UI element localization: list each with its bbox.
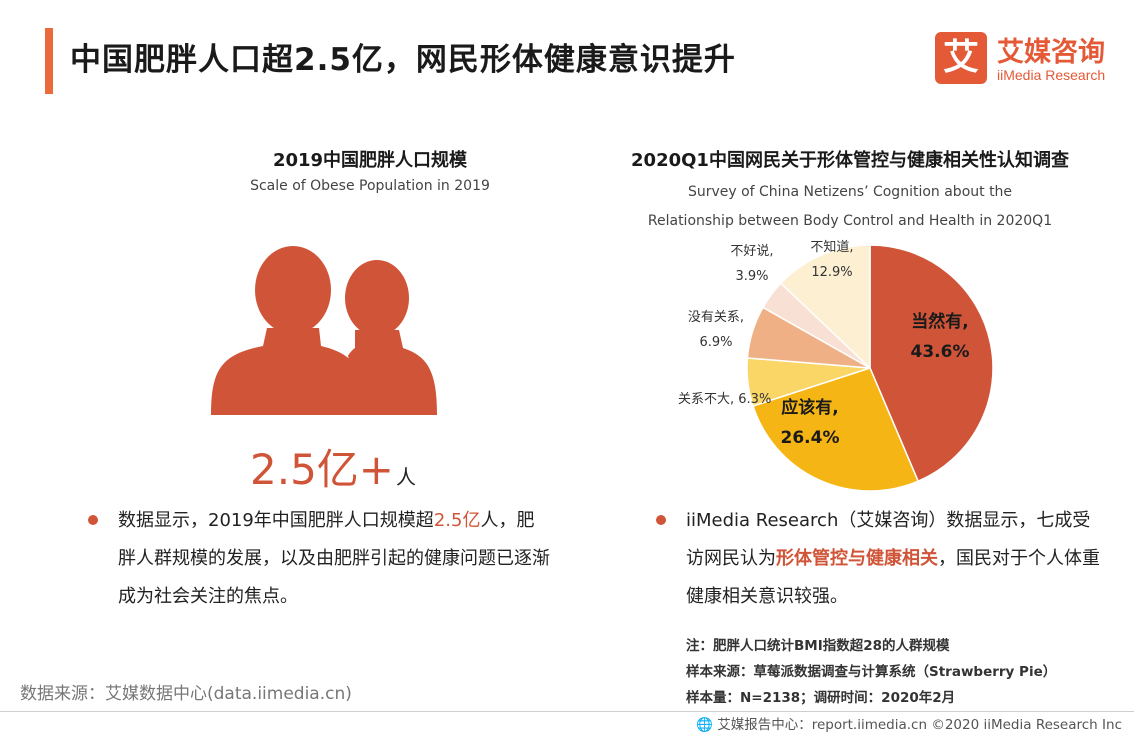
pie-value-label: 43.6% <box>911 342 970 362</box>
right-subtitle-line2: Relationship between Body Control and He… <box>647 213 1053 229</box>
pie-label: 当然有, <box>911 311 968 332</box>
pie-label: 应该有, <box>781 397 838 418</box>
left-chart-title: 2019中国肥胖人口规模 <box>272 150 468 171</box>
pie-label: 不知道, <box>810 239 853 255</box>
logo-en-text: iiMedia Research <box>997 67 1106 83</box>
left-para-highlight: 2.5亿 <box>433 510 481 531</box>
brand-logo[interactable]: 艾 艾媒咨询 iiMedia Research <box>935 30 1125 90</box>
cognition-pie-chart: 当然有, 43.6% 应该有, 26.4% 关系不大, 6.3% 没有关系, 6.9% 不好说… <box>678 239 994 492</box>
logo-cn-text: 艾媒咨询 <box>997 37 1105 68</box>
right-subtitle-line1: Survey of China Netizens’ Cognition abou… <box>687 184 1013 200</box>
right-para-prefix: iiMedia Research（艾媒咨询）数据显示，七成受访网民认为 <box>686 510 1091 569</box>
page-title: 中国肥胖人口超2.5亿，网民形体健康意识提升 <box>70 42 736 78</box>
big-number-text: 2.5亿+ <box>250 445 394 494</box>
pie-value-label: 3.9% <box>735 269 768 284</box>
right-para-suffix: ，国民对于个人体重健康相关意识较强。 <box>686 548 1100 607</box>
left-para-prefix: 数据显示，2019年中国肥胖人口规模超 <box>118 510 434 531</box>
pie-slice <box>779 244 871 370</box>
obese-population-value: 2.5亿+ 人 <box>250 436 416 497</box>
pie-slice <box>869 244 994 483</box>
left-para-suffix: 人，肥胖人群规模的发展，以及由肥胖引起的健康问题已逐渐成为社会关注的焦点。 <box>118 510 550 607</box>
pie-value-label: 6.9% <box>699 335 732 350</box>
footer-divider <box>0 711 1134 712</box>
pie-value-label: 26.4% <box>781 428 840 448</box>
footer-copyright[interactable]: 🌐 艾媒报告中心：report.iimedia.cn ©2020 iiMedia… <box>696 717 1122 733</box>
left-chart-subtitle: Scale of Obese Population in 2019 <box>250 178 490 194</box>
data-source: 数据来源：艾媒数据中心(data.iimedia.cn) <box>20 684 352 704</box>
pie-slice <box>752 367 920 492</box>
logo-mark: 艾 <box>935 32 987 84</box>
note-sample-size: 样本量：N=2138；调研时间：2020年2月 <box>686 690 956 706</box>
pie-label: 不好说, <box>730 244 773 259</box>
left-paragraph: 数据显示，2019年中国肥胖人口规模超2.5亿人，肥胖人群规模的发展，以及由肥胖… <box>118 502 550 616</box>
right-paragraph: iiMedia Research（艾媒咨询）数据显示，七成受访网民认为形体管控与… <box>686 502 1106 616</box>
pie-label: 关系不大, 6.3% <box>678 392 771 407</box>
notes-block: 注：肥胖人口统计BMI指数超28的人群规模 样本来源：草莓派数据调查与计算系统（… <box>686 633 1056 711</box>
pie-value-label: 12.9% <box>811 265 852 280</box>
bullet-dot <box>656 515 666 525</box>
pie-label: 没有关系, <box>688 310 744 325</box>
title-accent-bar <box>45 28 53 94</box>
note-bmi: 注：肥胖人口统计BMI指数超28的人群规模 <box>686 638 950 654</box>
right-chart-subtitle: Survey of China Netizens’ Cognition abou… <box>585 178 1115 236</box>
right-para-highlight: 形体管控与健康相关 <box>776 548 938 569</box>
people-icon <box>211 246 437 415</box>
right-chart-title: 2020Q1中国网民关于形体管控与健康相关性认知调查 <box>631 150 1069 171</box>
big-number-unit: 人 <box>396 465 416 489</box>
bullet-dot <box>88 515 98 525</box>
note-sample-source: 样本来源：草莓派数据调查与计算系统（Strawberry Pie） <box>686 664 1057 680</box>
